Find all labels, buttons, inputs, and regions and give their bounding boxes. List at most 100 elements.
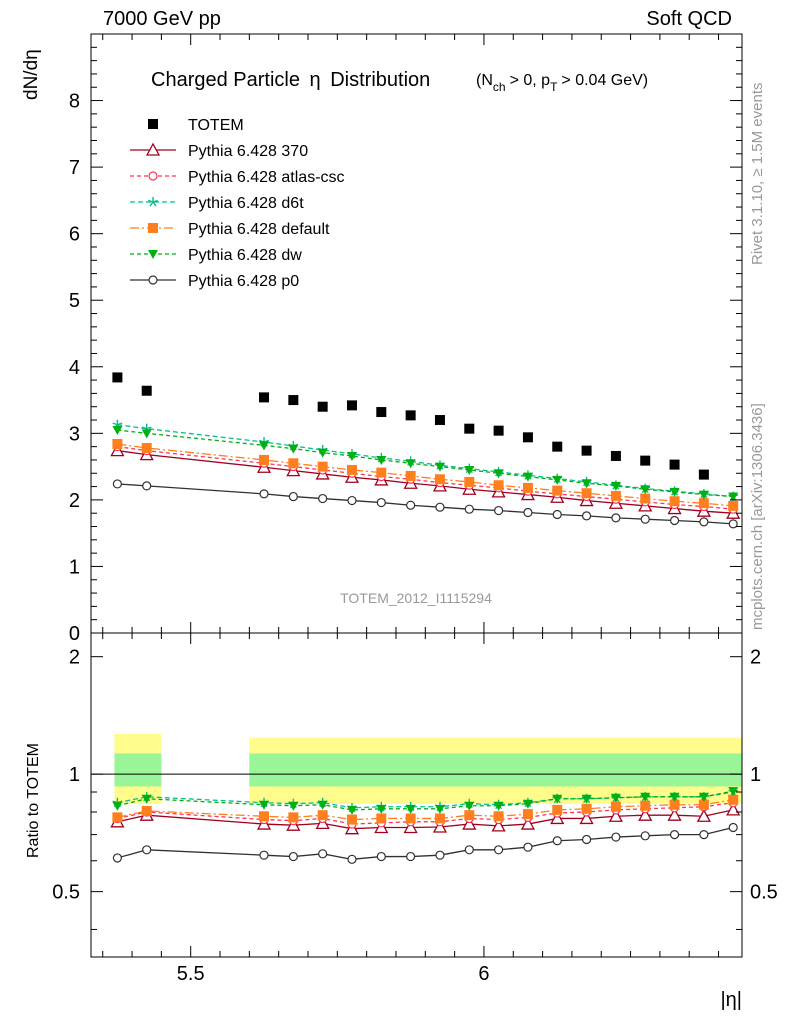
point-pythia-6-428-dw-9 bbox=[464, 465, 475, 475]
point-pythia-6-428-default-6 bbox=[376, 467, 387, 478]
ratio-point-pythia-6-428-dw-17 bbox=[698, 792, 709, 802]
totem-point-15 bbox=[640, 455, 651, 466]
point-pythia-6-428-default-15 bbox=[640, 493, 651, 504]
point-pythia-6-428-p0-12 bbox=[552, 509, 562, 520]
point-pythia-6-428-p0-7 bbox=[406, 500, 416, 510]
y-tick-label-top: 7 bbox=[69, 157, 80, 179]
ratio-point-pythia-6-428-dw-12 bbox=[552, 794, 563, 804]
header-energy: 7000 GeV pp bbox=[103, 8, 221, 30]
point-pythia-6-428-default-11 bbox=[522, 482, 533, 493]
point-pythia-6-428-p0-14 bbox=[611, 513, 621, 523]
mcplots-label: mcplots.cern.ch [arXiv:1306.3436] bbox=[749, 403, 766, 630]
ratio-point-pythia-6-428-dw-10 bbox=[493, 801, 504, 811]
point-pythia-6-428-dw-0 bbox=[112, 426, 123, 436]
y-tick-label-top: 6 bbox=[69, 224, 80, 246]
legend-label-pythia-6-428-370: Pythia 6.428 370 bbox=[188, 143, 308, 160]
totem-point-16 bbox=[669, 459, 680, 470]
point-pythia-6-428-default-17 bbox=[698, 498, 709, 509]
point-pythia-6-428-dw-6 bbox=[376, 455, 387, 465]
ratio-point-pythia-6-428-370-11 bbox=[520, 816, 536, 830]
ratio-point-pythia-6-428-p0-0 bbox=[112, 853, 122, 863]
point-pythia-6-428-dw-2 bbox=[259, 441, 270, 451]
point-pythia-6-428-dw-12 bbox=[552, 475, 563, 485]
ratio-point-pythia-6-428-p0-2 bbox=[259, 850, 269, 860]
point-pythia-6-428-default-5 bbox=[346, 464, 357, 475]
ratio-point-pythia-6-428-default-7 bbox=[405, 813, 416, 824]
legend-label-pythia-6-428-default: Pythia 6.428 default bbox=[188, 221, 330, 238]
ratio-point-pythia-6-428-p0-16 bbox=[669, 830, 680, 840]
ratio-point-pythia-6-428-p0-5 bbox=[347, 854, 357, 864]
point-pythia-6-428-default-7 bbox=[405, 470, 416, 481]
point-pythia-6-428-dw-4 bbox=[317, 448, 328, 458]
point-pythia-6-428-p0-16 bbox=[669, 515, 680, 526]
point-pythia-6-428-dw-11 bbox=[522, 472, 533, 482]
totem-point-9 bbox=[464, 423, 475, 434]
point-pythia-6-428-dw-13 bbox=[581, 479, 592, 489]
ratio-frame bbox=[90, 632, 743, 958]
ratio-plot-area bbox=[91, 733, 742, 864]
point-pythia-6-428-p0-9 bbox=[464, 504, 474, 514]
point-pythia-6-428-dw-8 bbox=[434, 462, 445, 472]
y-tick-label-ratio-right: 0.5 bbox=[750, 882, 778, 904]
ratio-point-pythia-6-428-370-16 bbox=[667, 807, 682, 821]
point-pythia-6-428-default-18 bbox=[728, 500, 739, 511]
ratio-point-pythia-6-428-p0-17 bbox=[699, 830, 709, 840]
point-pythia-6-428-default-9 bbox=[464, 476, 475, 487]
ratio-point-pythia-6-428-dw-6 bbox=[376, 804, 387, 814]
header-category: Soft QCD bbox=[646, 8, 732, 30]
point-pythia-6-428-default-1 bbox=[141, 442, 152, 453]
point-pythia-6-428-p0-4 bbox=[318, 493, 328, 504]
legend-label-pythia-6-428-dw: Pythia 6.428 dw bbox=[188, 247, 302, 264]
ratio-point-pythia-6-428-default-14 bbox=[610, 801, 621, 812]
ratio-point-pythia-6-428-p0-7 bbox=[406, 851, 416, 862]
y-tick-label-top: 3 bbox=[69, 423, 80, 445]
ratio-point-pythia-6-428-370-17 bbox=[696, 808, 711, 822]
ratio-point-pythia-6-428-p0-9 bbox=[464, 845, 474, 855]
x-tick-label: 5.5 bbox=[177, 963, 205, 985]
ratio-point-pythia-6-428-default-12 bbox=[552, 804, 563, 815]
point-pythia-6-428-default-14 bbox=[610, 490, 621, 501]
y-tick-label-ratio-right: 1 bbox=[750, 764, 761, 786]
point-pythia-6-428-dw-7 bbox=[405, 459, 416, 469]
ratio-point-pythia-6-428-p0-13 bbox=[581, 834, 592, 845]
point-pythia-6-428-default-12 bbox=[552, 485, 563, 496]
ratio-point-pythia-6-428-dw-18 bbox=[728, 787, 739, 797]
ratio-point-pythia-6-428-370-7 bbox=[403, 820, 418, 834]
totem-point-10 bbox=[493, 425, 504, 436]
ratio-point-pythia-6-428-p0-8 bbox=[435, 850, 445, 860]
point-pythia-6-428-default-16 bbox=[669, 496, 680, 507]
ratio-point-pythia-6-428-dw-3 bbox=[288, 801, 299, 811]
totem-point-17 bbox=[698, 469, 709, 480]
ratio-point-pythia-6-428-default-17 bbox=[698, 799, 709, 810]
ratio-point-pythia-6-428-default-3 bbox=[288, 812, 299, 823]
ratio-point-pythia-6-428-dw-0 bbox=[112, 801, 123, 811]
ratio-point-pythia-6-428-default-2 bbox=[259, 811, 270, 822]
ratio-point-pythia-6-428-p0-15 bbox=[640, 831, 650, 841]
totem-point-2 bbox=[259, 392, 270, 403]
totem-point-4 bbox=[317, 401, 328, 412]
ratio-point-pythia-6-428-dw-1 bbox=[141, 794, 152, 804]
totem-point-3 bbox=[288, 395, 299, 406]
ratio-point-pythia-6-428-dw-16 bbox=[669, 792, 680, 802]
ratio-point-pythia-6-428-default-0 bbox=[112, 812, 123, 823]
stat-band-1 bbox=[249, 753, 742, 787]
point-pythia-6-428-dw-1 bbox=[141, 429, 152, 439]
point-pythia-6-428-p0-15 bbox=[640, 514, 650, 524]
point-pythia-6-428-p0-2 bbox=[259, 489, 269, 499]
totem-point-1 bbox=[141, 385, 152, 396]
ratio-point-pythia-6-428-370-13 bbox=[579, 811, 594, 825]
ratio-point-pythia-6-428-default-15 bbox=[640, 800, 651, 811]
ratio-line-pythia-6-428-p0 bbox=[117, 826, 734, 860]
axes: 5.5 6 0 1 2 3 4 5 6 7 8 0.5 0.5 1 1 2 2 bbox=[52, 33, 778, 985]
point-pythia-6-428-default-10 bbox=[493, 480, 504, 491]
ratio-point-pythia-6-428-370-10 bbox=[491, 818, 506, 832]
ratio-point-pythia-6-428-dw-9 bbox=[464, 801, 475, 811]
ratio-point-pythia-6-428-default-9 bbox=[464, 810, 475, 821]
legend-marker-pythia-6-428-dw bbox=[148, 250, 158, 259]
totem-point-12 bbox=[552, 441, 563, 452]
chart-title-conditions: (Nch > 0, pT > 0.04 GeV) bbox=[476, 72, 648, 94]
ratio-point-pythia-6-428-p0-11 bbox=[523, 842, 533, 852]
totem-point-11 bbox=[522, 432, 533, 443]
point-pythia-6-428-p0-13 bbox=[581, 511, 592, 521]
legend-marker-pythia-6-428-d6t bbox=[148, 197, 158, 207]
